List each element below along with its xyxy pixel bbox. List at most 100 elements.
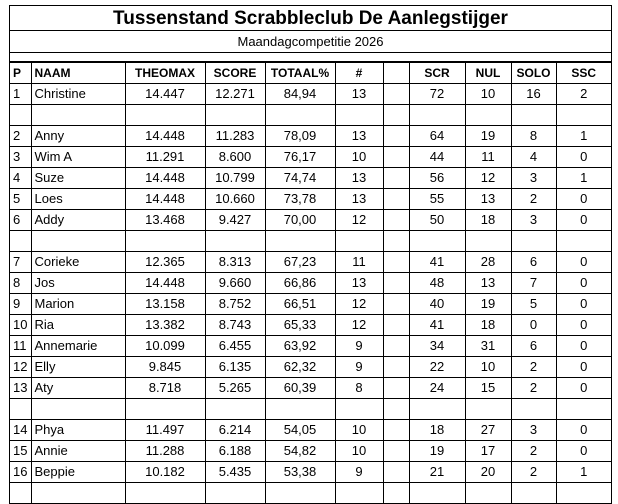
cell-p: 2 (10, 125, 32, 147)
table-row: 15 Annie 11.288 6.188 54,82 10 19 17 2 0 (10, 440, 611, 462)
empty-cell (408, 482, 466, 504)
cell-nul: 13 (464, 188, 512, 210)
cell-score: 10.799 (204, 167, 266, 189)
cell-nul: 31 (464, 335, 512, 357)
cell-theomax: 9.845 (124, 356, 206, 378)
cell-nul: 17 (464, 440, 512, 462)
table-row: 1 Christine 14.447 12.271 84,94 13 72 10 16 2 (10, 83, 611, 105)
cell-theomax: 10.182 (124, 461, 206, 483)
empty-cell (124, 230, 206, 252)
cell-nul: 28 (464, 251, 512, 273)
cell-solo: 2 (510, 188, 557, 210)
cell-score: 5.435 (204, 461, 266, 483)
cell-count: 9 (334, 335, 384, 357)
cell-count: 12 (334, 293, 384, 315)
empty-cell (30, 104, 126, 126)
empty-cell (334, 104, 384, 126)
cell-p: 5 (10, 188, 32, 210)
table-row: 6 Addy 13.468 9.427 70,00 12 50 18 3 0 (10, 209, 611, 231)
cell-score: 8.313 (204, 251, 266, 273)
cell-totaal: 54,05 (264, 419, 336, 441)
cell-ssc: 1 (555, 167, 611, 189)
cell-scr: 50 (408, 209, 466, 231)
empty-cell (204, 104, 266, 126)
cell-naam: Phya (30, 419, 126, 441)
cell-count: 10 (334, 419, 384, 441)
empty-cell (30, 230, 126, 252)
cell-solo: 2 (510, 377, 557, 399)
cell-score: 10.660 (204, 188, 266, 210)
header-solo: SOLO (510, 62, 557, 84)
cell-theomax: 14.448 (124, 272, 206, 294)
cell-scr: 55 (408, 188, 466, 210)
cell-naam: Beppie (30, 461, 126, 483)
cell-nul: 11 (464, 146, 512, 168)
cell-score: 8.743 (204, 314, 266, 336)
empty-cell (124, 482, 206, 504)
header-p: P (10, 62, 32, 84)
empty-cell (10, 482, 32, 504)
cell-ssc: 0 (555, 146, 611, 168)
cell-count: 10 (334, 440, 384, 462)
cell-solo: 16 (510, 83, 557, 105)
standings-sheet: Tussenstand Scrabbleclub De Aanlegstijge… (9, 5, 612, 504)
cell-count: 13 (334, 167, 384, 189)
cell-scr: 64 (408, 125, 466, 147)
standings-body: P NAAM THEOMAX SCORE TOTAAL% # SCR NUL S… (10, 62, 611, 504)
cell-scr: 48 (408, 272, 466, 294)
empty-cell (264, 104, 336, 126)
empty-cell (30, 398, 126, 420)
cell-theomax: 13.382 (124, 314, 206, 336)
cell-totaal: 65,33 (264, 314, 336, 336)
cell-nul: 20 (464, 461, 512, 483)
empty-cell (555, 230, 611, 252)
cell-solo: 6 (510, 251, 557, 273)
cell-ssc: 0 (555, 188, 611, 210)
cell-naam: Suze (30, 167, 126, 189)
cell-score: 9.427 (204, 209, 266, 231)
cell-p: 1 (10, 83, 32, 105)
cell-totaal: 84,94 (264, 83, 336, 105)
empty-cell (382, 314, 410, 336)
cell-scr: 19 (408, 440, 466, 462)
cell-totaal: 54,82 (264, 440, 336, 462)
header-theomax: THEOMAX (124, 62, 206, 84)
table-row: 8 Jos 14.448 9.660 66,86 13 48 13 7 0 (10, 272, 611, 294)
cell-naam: Anny (30, 125, 126, 147)
cell-totaal: 73,78 (264, 188, 336, 210)
empty-cell (334, 398, 384, 420)
cell-naam: Wim A (30, 146, 126, 168)
cell-ssc: 0 (555, 440, 611, 462)
cell-score: 11.283 (204, 125, 266, 147)
cell-solo: 6 (510, 335, 557, 357)
cell-scr: 41 (408, 314, 466, 336)
empty-cell (124, 398, 206, 420)
cell-nul: 18 (464, 209, 512, 231)
empty-cell (510, 230, 557, 252)
cell-naam: Addy (30, 209, 126, 231)
blank-row (10, 230, 611, 252)
empty-cell (382, 293, 410, 315)
cell-solo: 4 (510, 146, 557, 168)
cell-totaal: 60,39 (264, 377, 336, 399)
cell-score: 6.455 (204, 335, 266, 357)
cell-count: 9 (334, 356, 384, 378)
header-count: # (334, 62, 384, 84)
cell-solo: 3 (510, 167, 557, 189)
blank-row (10, 104, 611, 126)
page-title: Tussenstand Scrabbleclub De Aanlegstijge… (10, 6, 611, 31)
cell-theomax: 14.448 (124, 125, 206, 147)
cell-scr: 18 (408, 419, 466, 441)
empty-cell (204, 482, 266, 504)
cell-naam: Annemarie (30, 335, 126, 357)
cell-totaal: 67,23 (264, 251, 336, 273)
empty-cell (382, 83, 410, 105)
cell-ssc: 0 (555, 356, 611, 378)
cell-scr: 40 (408, 293, 466, 315)
empty-cell (264, 482, 336, 504)
cell-naam: Loes (30, 188, 126, 210)
cell-p: 16 (10, 461, 32, 483)
cell-count: 9 (334, 461, 384, 483)
cell-scr: 22 (408, 356, 466, 378)
empty-cell (555, 398, 611, 420)
